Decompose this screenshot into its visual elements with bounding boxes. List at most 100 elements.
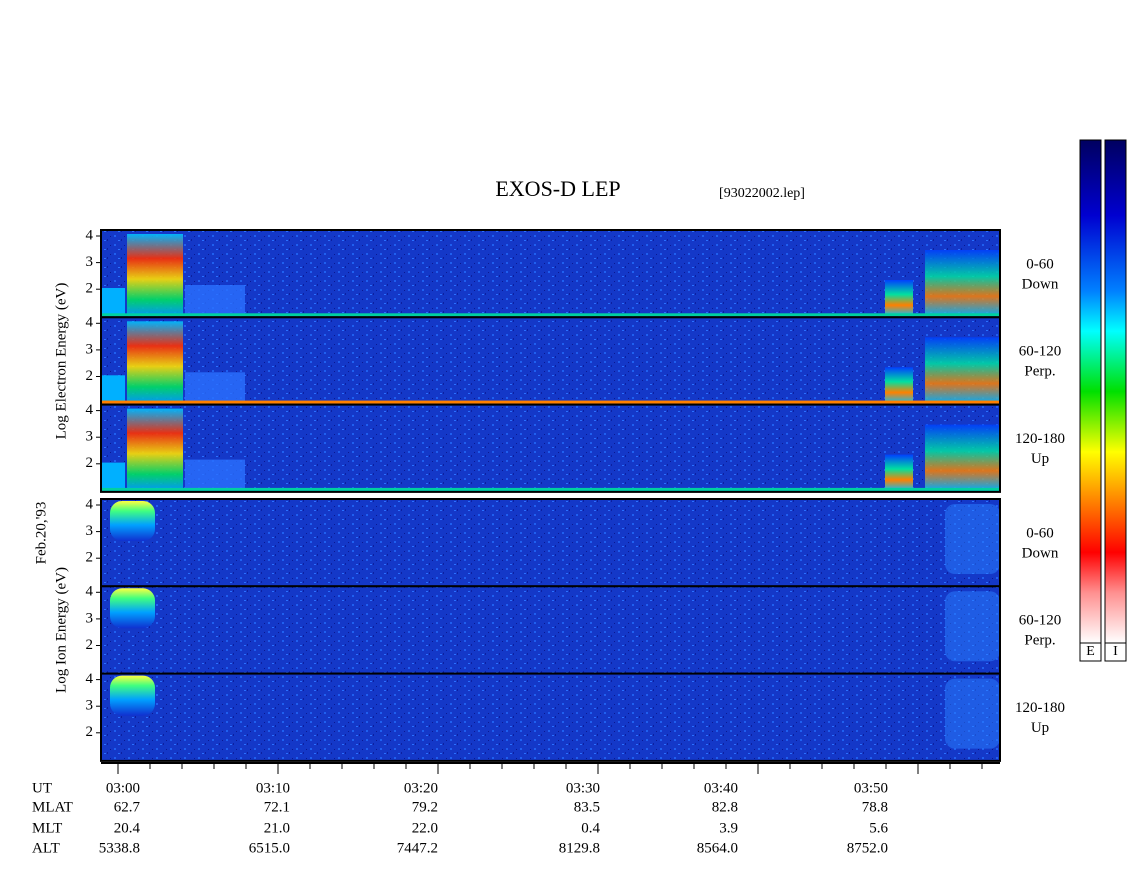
colorbar (1079, 139, 1102, 644)
cell: 03:00 (106, 780, 140, 796)
pitch-label: 120-180 (1015, 700, 1065, 716)
colorbar-label-box (1079, 642, 1102, 662)
feature (185, 372, 245, 404)
cell: 79.2 (412, 799, 438, 815)
y-tick-label: 2 (86, 724, 94, 740)
feature (110, 675, 155, 716)
panel (101, 673, 1000, 761)
cell: 5.6 (869, 820, 888, 836)
cell: 8129.8 (559, 840, 600, 856)
feature (885, 280, 913, 316)
feature (127, 408, 183, 491)
y-tick-label: 2 (86, 368, 94, 384)
pitch-label: 60-120 (1019, 613, 1062, 629)
pitch-label: 120-180 (1015, 431, 1065, 447)
y-tick-label: 3 (86, 610, 94, 626)
date-label: Feb.20,'93 (33, 502, 49, 565)
axis-label: Log Electron Energy (eV) (53, 283, 69, 440)
panel (101, 230, 1000, 318)
pitch-label: 0-60 (1026, 525, 1054, 541)
cell: 83.5 (574, 799, 600, 815)
cell: 03:50 (854, 780, 888, 796)
cell: 62.7 (114, 799, 141, 815)
panel-frame (100, 672, 1001, 762)
feature (101, 375, 125, 404)
panel (101, 317, 1000, 405)
panel-frame (100, 403, 1001, 493)
row-label: MLAT (32, 799, 73, 815)
y-tick-label: 3 (86, 429, 94, 445)
feature (110, 501, 155, 541)
axis-label: Log Ion Energy (eV) (53, 567, 69, 693)
direction-label: Up (1031, 451, 1049, 467)
direction-label: Down (1022, 545, 1059, 561)
cell: 03:10 (256, 780, 290, 796)
y-tick-label: 4 (86, 402, 94, 418)
colorbar-label-box (1104, 642, 1127, 662)
cell: 03:30 (566, 780, 600, 796)
colorbar-label: E (1086, 644, 1095, 659)
cell: 6515.0 (249, 840, 290, 856)
y-tick-label: 4 (86, 496, 94, 512)
direction-label: Up (1031, 720, 1049, 736)
title: EXOS-D LEP (495, 176, 620, 201)
colorbar (1104, 139, 1127, 644)
y-tick-label: 2 (86, 637, 94, 653)
y-tick-label: 4 (86, 584, 94, 600)
cell: 82.8 (712, 799, 738, 815)
feature (945, 591, 1000, 662)
feature (110, 588, 155, 629)
feature (101, 288, 125, 316)
cell: 03:40 (704, 780, 738, 796)
cell: 03:20 (404, 780, 438, 796)
y-tick-label: 3 (86, 341, 94, 357)
file-name: [93022002.lep] (719, 186, 805, 201)
y-tick-label: 4 (86, 671, 94, 687)
y-tick-label: 4 (86, 315, 94, 331)
feature (127, 321, 183, 404)
cell: 3.9 (719, 820, 738, 836)
feature (945, 678, 1000, 749)
feature (101, 313, 1000, 317)
y-tick-label: 3 (86, 523, 94, 539)
panel (101, 499, 1000, 587)
cell: 72.1 (264, 799, 290, 815)
panel (101, 404, 1000, 492)
direction-label: Perp. (1024, 364, 1055, 380)
feature (945, 504, 1000, 574)
feature (925, 250, 1000, 316)
cell: 78.8 (862, 799, 888, 815)
feature (101, 487, 1000, 491)
row-label: UT (32, 780, 52, 796)
pitch-label: 0-60 (1026, 256, 1054, 272)
y-tick-label: 2 (86, 281, 94, 297)
panel (101, 586, 1000, 674)
cell: 7447.2 (397, 840, 438, 856)
y-tick-label: 4 (86, 227, 94, 243)
feature (925, 337, 1000, 404)
cell: 5338.8 (99, 840, 140, 856)
feature (127, 234, 183, 316)
cell: 21.0 (264, 820, 290, 836)
feature (185, 285, 245, 316)
feature (885, 367, 913, 404)
direction-label: Down (1022, 276, 1059, 292)
direction-label: Perp. (1024, 633, 1055, 649)
spectrogram-area (100, 229, 1001, 762)
y-tick-label: 2 (86, 455, 94, 471)
row-label: ALT (32, 840, 60, 856)
feature (101, 462, 125, 491)
y-tick-label: 2 (86, 550, 94, 566)
feature (101, 400, 1000, 404)
row-label: MLT (32, 820, 62, 836)
cell: 8564.0 (697, 840, 738, 856)
y-tick-label: 3 (86, 254, 94, 270)
pitch-label: 60-120 (1019, 344, 1062, 360)
cell: 22.0 (412, 820, 438, 836)
cell: 20.4 (114, 820, 141, 836)
colorbar-label: I (1113, 644, 1118, 659)
cell: 8752.0 (847, 840, 888, 856)
feature (185, 459, 245, 491)
feature (885, 454, 913, 491)
